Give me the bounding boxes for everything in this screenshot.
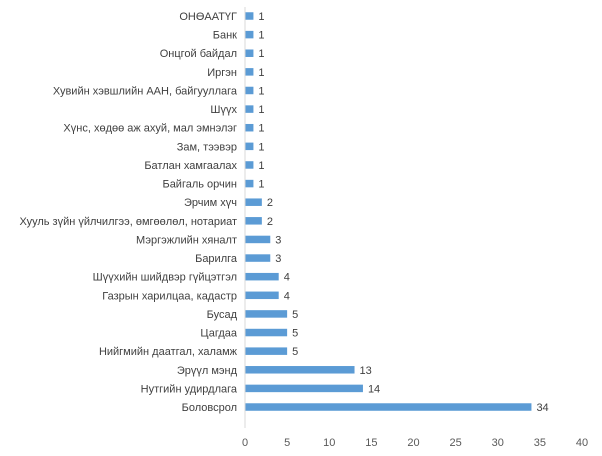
category-label: Эрүүл мэнд [177, 365, 238, 377]
category-label: ОНӨААТҮГ [179, 11, 237, 23]
bar [245, 68, 254, 76]
data-label: 1 [258, 123, 264, 135]
category-label: Банк [213, 30, 237, 42]
data-label: 4 [284, 272, 290, 284]
data-label: 1 [258, 30, 264, 42]
bar [245, 347, 288, 355]
data-label: 13 [360, 365, 372, 377]
bar [245, 198, 262, 206]
x-tick-label: 30 [492, 437, 504, 449]
category-label: Газрын харилцаа, кадастр [102, 290, 237, 302]
data-label: 1 [258, 48, 264, 60]
data-label: 1 [258, 11, 264, 23]
category-label: Барилга [195, 253, 238, 265]
data-label: 3 [275, 253, 281, 265]
category-label: Мэргэжлийн хяналт [136, 234, 237, 246]
x-tick-label: 15 [365, 437, 377, 449]
bar [245, 179, 254, 188]
bar [245, 272, 279, 281]
bar [245, 235, 271, 244]
x-tick-label: 40 [576, 437, 588, 449]
data-label: 14 [368, 383, 380, 395]
category-label: Хүнс, хөдөө аж ахуй, мал эмнэлэг [63, 123, 237, 135]
x-tick-label: 5 [284, 437, 290, 449]
bar [245, 161, 254, 169]
category-label: Хувийн хэвшлийн ААН, байгууллага [53, 85, 238, 97]
data-label: 1 [258, 85, 264, 97]
data-label: 5 [292, 309, 298, 321]
x-tick-label: 0 [242, 437, 248, 449]
data-label: 3 [275, 234, 281, 246]
category-label: Хууль зүйн үйлчилгээ, өмгөөлөл, нотариат [20, 216, 238, 228]
bar [245, 254, 271, 262]
bar [245, 217, 262, 225]
bar [245, 142, 254, 151]
bar [245, 366, 355, 374]
bar [245, 403, 532, 411]
category-label: Шүүх [210, 104, 237, 116]
category-label: Иргэн [207, 67, 237, 79]
category-label: Батлан хамгаалах [144, 160, 237, 172]
category-label: Онцгой байдал [160, 48, 237, 60]
x-tick-label: 25 [450, 437, 462, 449]
x-tick-label: 20 [407, 437, 419, 449]
axes-group: ОНӨААТҮГ Банк Онцгой байдал Иргэн Хувийн хэв… [20, 7, 588, 449]
data-label: 1 [258, 160, 264, 172]
category-label: Зам, тээвэр [177, 141, 237, 153]
data-label: 1 [258, 104, 264, 116]
category-label: Нутгийн удирдлага [141, 383, 238, 395]
data-label: 1 [258, 141, 264, 153]
bar [245, 291, 279, 300]
x-tick-label: 35 [534, 437, 546, 449]
bar [245, 105, 254, 113]
data-label: 2 [267, 216, 273, 228]
bar [245, 86, 254, 95]
bar [245, 30, 254, 39]
data-label: 5 [292, 346, 298, 358]
bar [245, 123, 254, 132]
data-label: 2 [267, 197, 273, 209]
category-label: Нийгмийн даатгал, халамж [99, 346, 238, 358]
bar [245, 310, 288, 318]
data-label: 5 [292, 328, 298, 340]
data-label: 1 [258, 67, 264, 79]
category-label: Цагдаа [200, 328, 238, 340]
category-label: Байгаль орчин [162, 179, 237, 191]
data-label: 4 [284, 290, 290, 302]
bar [245, 384, 363, 393]
x-tick-label: 10 [323, 437, 335, 449]
category-label: Эрчим хүч [184, 197, 237, 209]
data-label: 1 [258, 179, 264, 191]
category-label: Бусад [207, 309, 238, 321]
bar [245, 49, 254, 57]
category-label: Боловсрол [182, 402, 237, 414]
data-label: 34 [536, 402, 548, 414]
bar [245, 12, 254, 20]
category-label: Шүүхийн шийдвэр гүйцэтгэл [93, 272, 237, 284]
bar [245, 328, 288, 337]
